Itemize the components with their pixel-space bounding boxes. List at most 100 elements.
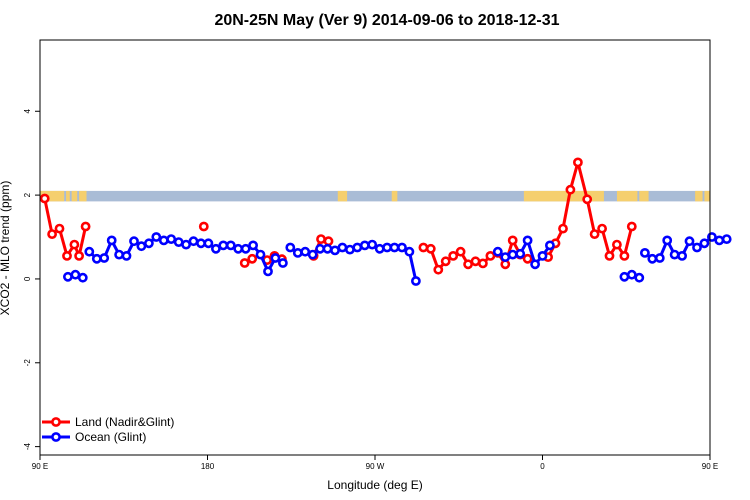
data-point <box>129 236 139 247</box>
legend: Land (Nadir&Glint)Ocean (Glint) <box>42 415 174 444</box>
data-point <box>359 240 370 251</box>
data-point <box>626 269 637 280</box>
data-point <box>677 250 687 261</box>
data-point <box>188 236 199 247</box>
data-point <box>307 249 318 260</box>
data-point <box>692 242 702 253</box>
data-point <box>507 235 518 246</box>
data-point <box>367 239 378 250</box>
data-point <box>530 259 540 270</box>
data-point <box>198 221 209 232</box>
map-band-land <box>639 190 649 202</box>
series-1 <box>63 232 732 286</box>
legend-label: Ocean (Glint) <box>75 430 146 444</box>
data-point <box>270 253 281 263</box>
data-point <box>582 194 593 205</box>
map-band-land <box>391 190 398 202</box>
map-band-land <box>40 190 65 202</box>
series-line <box>43 198 88 258</box>
data-point <box>589 229 600 239</box>
y-tick-label: 4 <box>23 108 32 113</box>
data-point <box>418 242 429 253</box>
data-point <box>433 264 444 275</box>
data-point <box>225 240 236 251</box>
data-point <box>316 234 326 244</box>
map-band-land <box>523 190 604 202</box>
y-tick-label: -2 <box>23 359 32 367</box>
data-point <box>166 234 177 244</box>
data-point <box>69 239 80 250</box>
data-point <box>255 249 266 260</box>
data-point <box>455 246 466 257</box>
data-point <box>537 250 548 261</box>
data-point <box>404 246 415 257</box>
y-tick-label: 0 <box>23 276 32 281</box>
legend-label: Land (Nadir&Glint) <box>75 415 174 429</box>
data-point <box>507 249 518 260</box>
x-tick-label: 90 E <box>702 462 718 471</box>
data-point <box>397 242 407 253</box>
data-point <box>707 232 717 242</box>
data-point <box>619 250 630 261</box>
data-point <box>337 242 348 253</box>
data-point <box>143 238 154 249</box>
data-point <box>203 238 214 249</box>
data-point <box>136 241 147 252</box>
data-point <box>210 243 221 254</box>
data-point <box>248 240 258 251</box>
map-band-ocean <box>40 190 710 202</box>
data-point <box>558 223 568 234</box>
data-point <box>515 248 526 259</box>
data-point <box>181 239 191 250</box>
legend-item: Land (Nadir&Glint) <box>42 415 174 429</box>
data-point <box>626 221 637 232</box>
data-point <box>410 276 421 286</box>
data-point <box>77 272 88 283</box>
data-point <box>63 271 73 282</box>
data-point <box>233 243 244 254</box>
x-tick-label: 90 W <box>366 462 385 471</box>
data-point <box>492 246 503 257</box>
y-tick-label: -4 <box>23 443 32 451</box>
map-band-land <box>66 190 70 202</box>
y-axis-label: XCO2 - MLO trend (ppm) <box>0 181 12 316</box>
map-band-land <box>616 190 638 202</box>
data-point <box>247 253 258 264</box>
data-point <box>277 258 288 268</box>
data-point <box>323 236 334 247</box>
legend-item: Ocean (Glint) <box>42 430 146 444</box>
data-point <box>669 249 680 260</box>
data-point <box>714 235 725 246</box>
x-axis: 90 E 180 90 W 0 90 E <box>32 455 718 471</box>
data-point <box>99 253 110 263</box>
chart-title: 20N-25N May (Ver 9) 2014-09-06 to 2018-1… <box>214 12 559 29</box>
data-point <box>374 243 385 254</box>
data-point <box>285 242 296 253</box>
map-band-land <box>79 190 87 202</box>
data-point <box>240 243 251 254</box>
data-point <box>522 235 533 246</box>
data-point <box>218 240 229 251</box>
x-tick-label: 0 <box>540 462 545 471</box>
data-point <box>239 258 250 268</box>
data-point <box>114 249 124 260</box>
data-point <box>158 235 169 246</box>
data-point <box>39 193 50 204</box>
x-axis-label: Longitude (deg E) <box>327 478 422 492</box>
data-point <box>721 234 732 244</box>
data-point <box>47 229 57 239</box>
data-point <box>463 259 473 270</box>
data-point <box>573 157 583 168</box>
data-point <box>699 238 710 249</box>
data-point <box>263 266 273 277</box>
map-band <box>40 190 710 202</box>
data-point <box>91 253 102 264</box>
map-band-land <box>337 190 348 202</box>
data-point <box>70 269 81 280</box>
data-point <box>389 242 400 253</box>
data-point <box>612 239 622 250</box>
data-point <box>545 240 555 251</box>
data-point <box>640 247 650 258</box>
data-point <box>448 250 459 261</box>
